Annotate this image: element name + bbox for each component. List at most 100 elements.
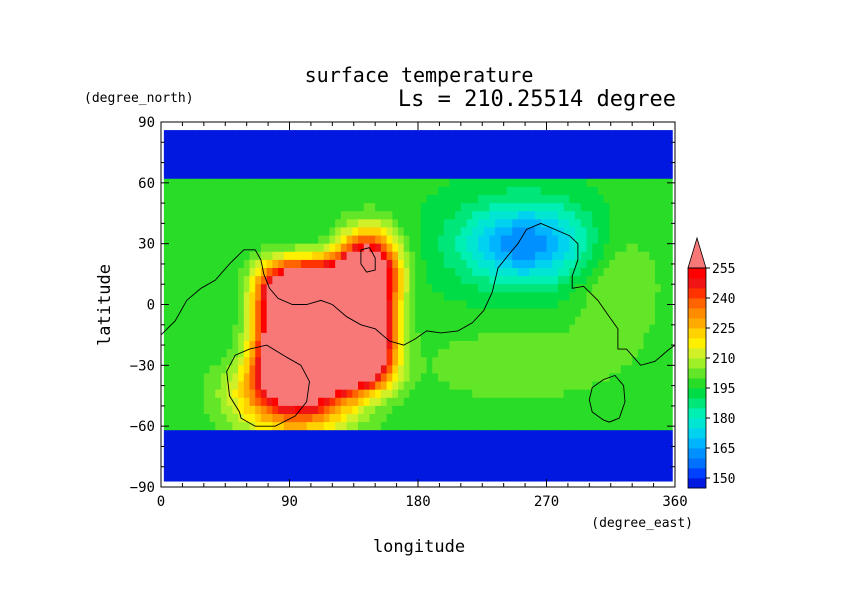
field-cell: [563, 235, 570, 245]
field-cell: [432, 211, 439, 220]
field-cell: [192, 219, 199, 229]
field-cell: [586, 365, 593, 375]
field-cell: [540, 470, 548, 480]
field-cell: [203, 268, 211, 277]
field-cell: [203, 203, 211, 212]
field-cell: [495, 154, 502, 164]
field-cell: [386, 389, 393, 399]
field-cell: [192, 251, 199, 261]
field-cell: [432, 251, 439, 261]
field-cell: [203, 405, 211, 415]
field-cell: [466, 478, 473, 482]
field-cell: [169, 349, 176, 358]
field-cell: [603, 284, 610, 293]
field-cell: [592, 211, 599, 220]
field-cell: [163, 211, 171, 220]
field-cell: [243, 446, 251, 456]
field-cell: [175, 284, 182, 293]
field-cell: [632, 268, 639, 277]
field-cell: [283, 235, 291, 245]
field-cell: [340, 381, 348, 391]
field-cell: [272, 446, 279, 456]
field-cell: [249, 357, 256, 366]
field-cell: [523, 446, 530, 456]
field-cell: [278, 422, 285, 431]
field-cell: [243, 162, 251, 172]
field-cell: [432, 365, 439, 375]
field-cell: [540, 422, 548, 431]
field-cell: [563, 430, 570, 439]
field-cell: [523, 414, 530, 423]
field-cell: [369, 430, 376, 439]
field-cell: [552, 162, 559, 172]
field-cell: [557, 138, 565, 147]
field-cell: [540, 138, 548, 147]
field-cell: [392, 478, 399, 482]
field-cell: [586, 357, 593, 366]
field-cell: [375, 292, 382, 302]
field-cell: [278, 146, 285, 156]
field-cell: [318, 170, 325, 180]
field-cell: [666, 211, 673, 220]
field-cell: [420, 219, 428, 229]
field-cell: [666, 243, 673, 253]
field-cell: [283, 195, 291, 204]
field-cell: [295, 251, 302, 261]
field-cell: [380, 243, 388, 253]
field-cell: [323, 430, 331, 439]
field-cell: [626, 373, 633, 383]
field-cell: [352, 170, 359, 180]
field-cell: [455, 243, 462, 253]
field-cell: [335, 170, 342, 180]
field-cell: [226, 276, 233, 285]
field-cell: [466, 203, 473, 212]
field-cell: [643, 243, 650, 253]
field-cell: [169, 389, 176, 399]
field-cell: [626, 162, 633, 172]
field-cell: [403, 186, 411, 196]
field-cell: [180, 186, 188, 196]
field-cell: [409, 373, 416, 383]
field-cell: [386, 195, 393, 204]
field-cell: [329, 341, 336, 350]
field-cell: [495, 308, 502, 318]
field-cell: [529, 138, 536, 147]
field-cell: [649, 470, 656, 480]
field-cell: [575, 446, 582, 456]
field-cell: [466, 373, 473, 383]
field-cell: [289, 178, 296, 188]
field-cell: [477, 235, 485, 245]
field-cell: [226, 251, 233, 261]
field-cell: [643, 130, 650, 139]
field-cell: [363, 430, 371, 439]
field-cell: [398, 341, 405, 350]
field-cell: [592, 259, 599, 269]
field-cell: [243, 349, 251, 358]
field-cell: [386, 243, 393, 253]
field-cell: [472, 349, 479, 358]
field-cell: [466, 170, 473, 180]
field-cell: [557, 300, 565, 310]
field-cell: [615, 308, 622, 318]
field-cell: [358, 422, 365, 431]
field-cell: [329, 138, 336, 147]
field-cell: [186, 405, 194, 415]
field-cell: [580, 300, 588, 310]
field-cell: [517, 462, 525, 472]
field-cell: [563, 186, 570, 196]
field-cell: [546, 138, 553, 147]
field-cell: [266, 170, 273, 180]
field-cell: [580, 292, 588, 302]
colorbar-extend-max: [687, 236, 707, 269]
field-cell: [283, 316, 291, 326]
contour-line-3: [588, 374, 626, 423]
colorbar-bin: [688, 268, 706, 279]
field-cell: [398, 373, 405, 383]
field-cell: [363, 397, 371, 407]
field-cell: [655, 138, 662, 147]
field-cell: [283, 162, 291, 172]
field-cell: [380, 235, 388, 245]
field-cell: [523, 389, 530, 399]
field-cell: [472, 324, 479, 334]
field-cell: [335, 397, 342, 407]
